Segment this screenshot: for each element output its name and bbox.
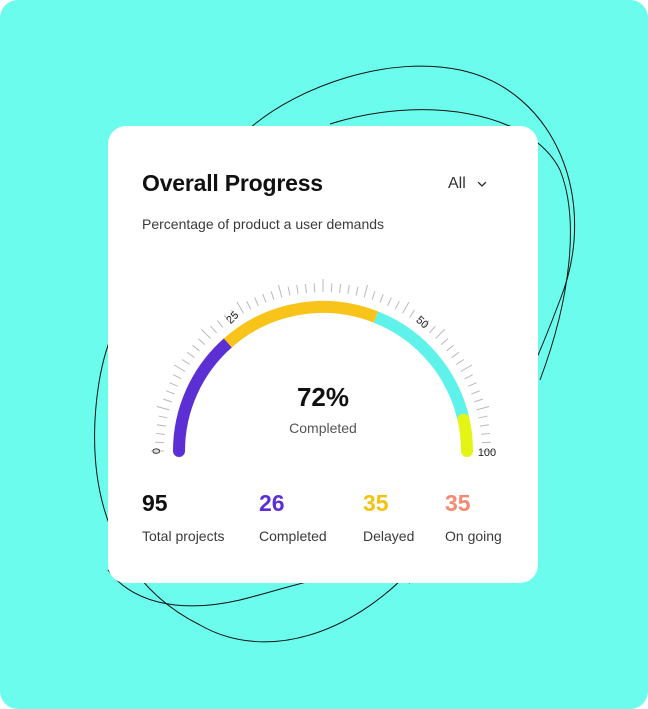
gauge-tick-marks	[151, 279, 495, 452]
gauge-tick	[402, 301, 410, 314]
gauge-tick	[479, 424, 490, 427]
gauge-tick	[216, 320, 224, 328]
gauge-tick	[262, 293, 267, 303]
stat-value: 35	[445, 490, 471, 516]
gauge-tick	[446, 344, 454, 352]
gauge-tick	[451, 351, 460, 358]
stat-label: Total projects	[142, 528, 225, 544]
gauge-tick	[435, 329, 445, 339]
gauge-tick	[287, 286, 291, 296]
gauge-tick	[296, 284, 299, 295]
progress-gauge: 0 25 50 100	[151, 279, 496, 459]
gauge-tick	[156, 405, 170, 411]
gauge-tick	[173, 374, 182, 380]
tick-label-25: 25	[224, 309, 241, 326]
gauge-tick	[231, 309, 237, 318]
gauge-tick	[254, 297, 259, 306]
gauge-tick	[155, 432, 165, 435]
gauge-tick	[201, 329, 211, 339]
gauge-tick	[156, 424, 167, 427]
stat-value: 95	[142, 490, 168, 516]
gauge-tick	[416, 314, 423, 323]
chevron-down-icon	[477, 181, 486, 187]
gauge-tick	[246, 301, 252, 310]
overall-progress-card: Overall Progress All Percentage of produ…	[108, 126, 538, 583]
gauge-segment	[373, 311, 470, 421]
gauge-tick	[169, 382, 178, 387]
tick-label-100: 100	[478, 447, 496, 459]
gauge-tick	[339, 283, 342, 293]
gauge-tick	[468, 382, 477, 387]
stat-value: 35	[363, 490, 389, 516]
gauge-tick	[422, 320, 430, 328]
gauge-tick	[464, 374, 473, 380]
gauge-tick	[186, 351, 195, 358]
gauge-tick	[192, 344, 200, 352]
filter-selected-value: All	[448, 175, 466, 192]
gauge-percentage-label: Completed	[289, 420, 357, 436]
tick-label-0: 0	[151, 448, 163, 454]
stat-label: On going	[445, 528, 502, 544]
stat-on-going: 35 On going	[445, 490, 502, 545]
gauge-tick	[409, 309, 415, 318]
gauge-tick	[210, 325, 217, 334]
gauge-tick	[394, 301, 400, 310]
gauge-tick	[481, 432, 491, 435]
gauge-tick	[478, 415, 488, 419]
gauge-tick	[173, 364, 186, 372]
gauge-tick	[379, 293, 384, 303]
gauge-percentage: 72%	[296, 382, 350, 412]
gauge-tick	[387, 297, 392, 306]
gauge-tick	[304, 283, 307, 293]
card-title: Overall Progress	[142, 170, 323, 196]
gauge-arc	[173, 301, 473, 457]
gauge-segment	[173, 336, 234, 457]
stat-delayed: 35 Delayed	[363, 490, 415, 545]
stat-completed: 26 Completed	[259, 490, 327, 545]
stat-label: Completed	[259, 528, 327, 544]
gauge-tick	[363, 284, 369, 298]
gauge-tick	[471, 390, 481, 395]
stat-value: 26	[259, 490, 285, 516]
gauge-tick	[197, 338, 206, 345]
gauge-tick	[440, 338, 449, 345]
gauge-tick	[181, 359, 190, 365]
gauge-tick	[270, 291, 275, 300]
gauge-tick	[347, 284, 350, 295]
stat-total-projects: 95 Total projects	[142, 490, 225, 545]
gauge-tick	[371, 291, 376, 300]
gauge-segment	[223, 301, 379, 348]
filter-dropdown[interactable]: All	[448, 175, 488, 193]
gauge-tick	[460, 364, 473, 372]
gauge-tick	[476, 405, 490, 411]
gauge-tick	[355, 286, 359, 296]
gauge-tick	[165, 390, 175, 395]
gauge-tick	[429, 325, 436, 334]
gauge-tick	[236, 301, 244, 314]
stat-label: Delayed	[363, 528, 415, 544]
gauge-tick	[163, 398, 172, 403]
tick-label-50: 50	[413, 314, 430, 331]
gauge-tick	[474, 398, 483, 403]
gauge-tick	[277, 284, 283, 298]
card-subtitle: Percentage of product a user demands	[142, 216, 385, 232]
gauge-segment	[457, 413, 473, 457]
gauge-tick	[223, 314, 230, 323]
gauge-tick	[456, 359, 465, 365]
gauge-tick	[158, 415, 168, 419]
